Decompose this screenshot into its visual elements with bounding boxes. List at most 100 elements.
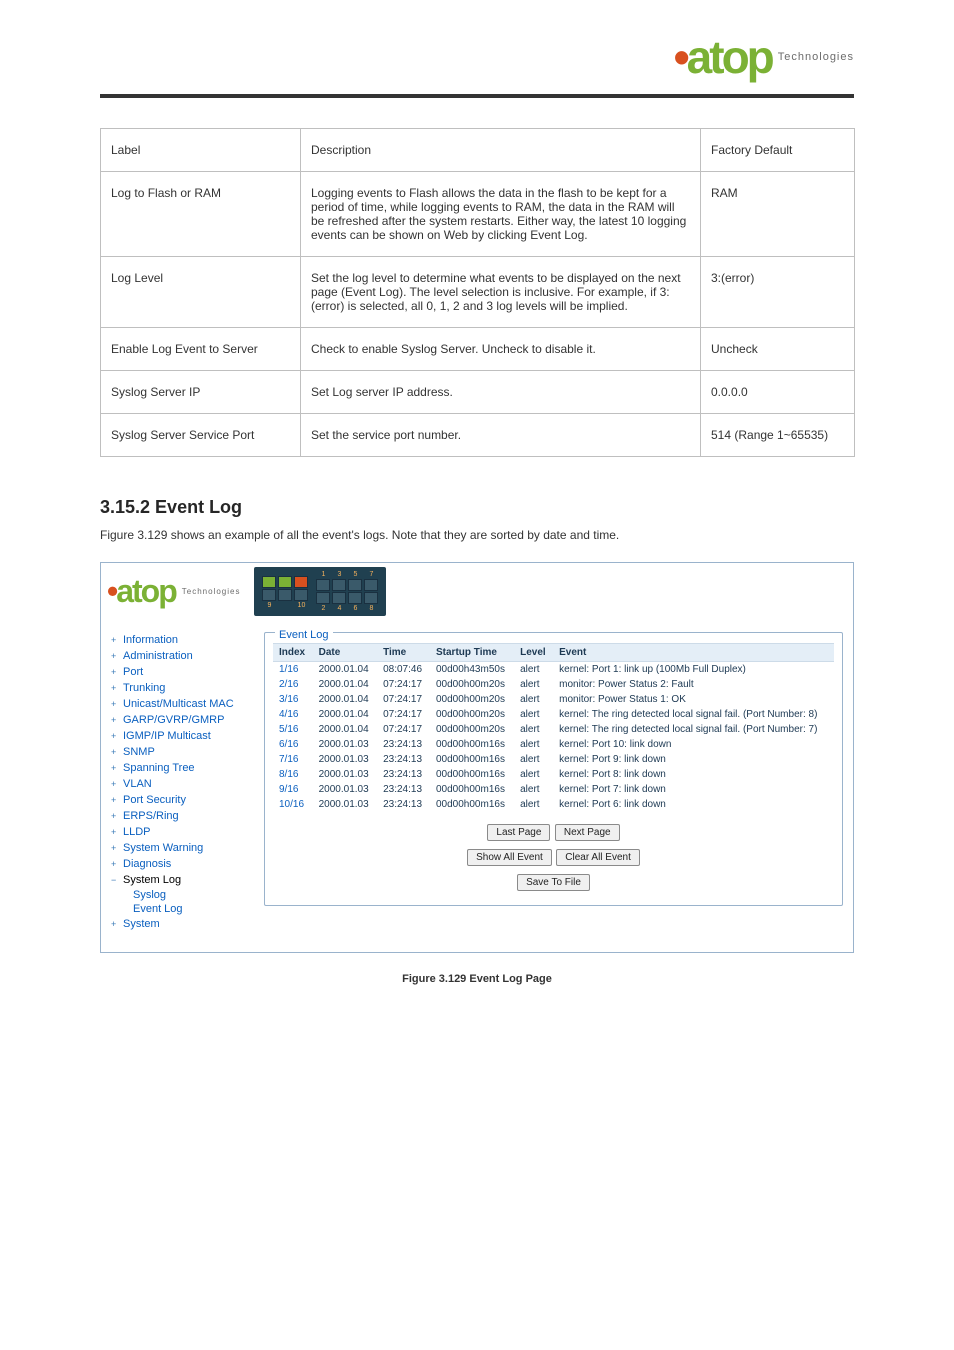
eventlog-cell: 23:24:13	[377, 767, 430, 782]
expand-icon	[111, 699, 119, 709]
sidebar-item-system[interactable]: System	[111, 916, 250, 932]
sidebar-item-label: LLDP	[123, 826, 151, 838]
expand-icon	[111, 651, 119, 661]
eventlog-row: 2/162000.01.0407:24:1700d00h00m20salertm…	[273, 677, 834, 692]
eventlog-header-cell: Event	[553, 644, 834, 662]
sidebar-item-label: VLAN	[123, 778, 152, 790]
eventlog-cell: kernel: Port 7: link down	[553, 782, 834, 797]
spec-cell: 0.0.0.0	[701, 371, 855, 414]
sidebar-item-trunking[interactable]: Trunking	[111, 680, 250, 696]
eventlog-header-cell: Index	[273, 644, 313, 662]
sidebar-item-port[interactable]: Port	[111, 664, 250, 680]
section-title: 3.15.2 Event Log	[100, 497, 854, 518]
sidebar-item-diagnosis[interactable]: Diagnosis	[111, 856, 250, 872]
eventlog-header-cell: Date	[313, 644, 377, 662]
sidebar-item-label: SNMP	[123, 746, 155, 758]
last-page-button[interactable]: Last Page	[487, 824, 550, 841]
sidebar-item-label: Diagnosis	[123, 858, 171, 870]
sidebar-item-label: Administration	[123, 650, 193, 662]
sidebar-item-system-log[interactable]: System Log	[111, 872, 250, 888]
expand-icon	[111, 919, 119, 929]
save-to-file-button[interactable]: Save To File	[517, 874, 590, 891]
eventlog-row: 9/162000.01.0323:24:1300d00h00m16salertk…	[273, 782, 834, 797]
eventlog-cell: monitor: Power Status 1: OK	[553, 692, 834, 707]
sidebar-item-igmp-ip-multicast[interactable]: IGMP/IP Multicast	[111, 728, 250, 744]
spec-cell: Check to enable Syslog Server. Uncheck t…	[301, 328, 701, 371]
spec-cell: 3:(error)	[701, 257, 855, 328]
spec-cell: Syslog Server Service Port	[101, 414, 301, 457]
expand-icon	[111, 763, 119, 773]
sidebar-item-erps-ring[interactable]: ERPS/Ring	[111, 808, 250, 824]
eventlog-row: 5/162000.01.0407:24:1700d00h00m20salertk…	[273, 722, 834, 737]
sidebar-item-snmp[interactable]: SNMP	[111, 744, 250, 760]
expand-icon	[111, 715, 119, 725]
sidebar-item-vlan[interactable]: VLAN	[111, 776, 250, 792]
spec-cell: 514 (Range 1~65535)	[701, 414, 855, 457]
eventlog-cell: 2000.01.04	[313, 662, 377, 678]
eventlog-cell: 2000.01.03	[313, 767, 377, 782]
port-indicator: 78	[364, 571, 378, 612]
eventlog-cell: 2000.01.03	[313, 797, 377, 812]
eventlog-cell: alert	[514, 767, 553, 782]
show-all-button[interactable]: Show All Event	[467, 849, 552, 866]
eventlog-cell: 6/16	[273, 737, 313, 752]
eventlog-cell: 23:24:13	[377, 782, 430, 797]
sidebar-subitem-event-log[interactable]: Event Log	[133, 902, 250, 916]
eventlog-cell: alert	[514, 692, 553, 707]
eventlog-row: 3/162000.01.0407:24:1700d00h00m20salertm…	[273, 692, 834, 707]
sidebar-item-port-security[interactable]: Port Security	[111, 792, 250, 808]
expand-icon	[111, 667, 119, 677]
eventlog-cell: 07:24:17	[377, 677, 430, 692]
eventlog-cell: alert	[514, 722, 553, 737]
expand-icon	[111, 859, 119, 869]
spec-cell: Uncheck	[701, 328, 855, 371]
spec-cell: Enable Log Event to Server	[101, 328, 301, 371]
eventlog-cell: kernel: Port 9: link down	[553, 752, 834, 767]
sidebar-item-garp-gvrp-gmrp[interactable]: GARP/GVRP/GMRP	[111, 712, 250, 728]
expand-icon	[111, 779, 119, 789]
sidebar-item-unicast-multicast-mac[interactable]: Unicast/Multicast MAC	[111, 696, 250, 712]
spec-cell: Syslog Server IP	[101, 371, 301, 414]
port-indicator: 12	[316, 571, 330, 612]
eventlog-cell: kernel: Port 10: link down	[553, 737, 834, 752]
eventlog-cell: 8/16	[273, 767, 313, 782]
port-indicator: 9	[262, 575, 276, 609]
eventlog-cell: 2000.01.03	[313, 752, 377, 767]
sidebar-subitem-syslog[interactable]: Syslog	[133, 888, 250, 902]
sidebar-item-administration[interactable]: Administration	[111, 648, 250, 664]
eventlog-cell: alert	[514, 662, 553, 678]
clear-all-button[interactable]: Clear All Event	[556, 849, 640, 866]
eventlog-header-cell: Time	[377, 644, 430, 662]
eventlog-row: 8/162000.01.0323:24:1300d00h00m16salertk…	[273, 767, 834, 782]
sidebar-item-label: Information	[123, 634, 178, 646]
eventlog-row: 6/162000.01.0323:24:1300d00h00m16salertk…	[273, 737, 834, 752]
eventlog-cell: 07:24:17	[377, 692, 430, 707]
expand-icon	[111, 811, 119, 821]
sidebar-item-information[interactable]: Information	[111, 632, 250, 648]
eventlog-cell: 4/16	[273, 707, 313, 722]
sidebar-item-label: ERPS/Ring	[123, 810, 179, 822]
port-indicator: 56	[348, 571, 362, 612]
device-port-panel: 910 12345678	[254, 567, 386, 616]
section-desc: Figure 3.129 shows an example of all the…	[100, 526, 854, 544]
figure-caption: Figure 3.129 Event Log Page	[100, 973, 854, 985]
sidebar-item-lldp[interactable]: LLDP	[111, 824, 250, 840]
sidebar-item-label: Port	[123, 666, 143, 678]
logo-mark: •atop	[674, 30, 772, 84]
sidebar-item-spanning-tree[interactable]: Spanning Tree	[111, 760, 250, 776]
expand-icon	[111, 747, 119, 757]
spec-cell: Logging events to Flash allows the data …	[301, 172, 701, 257]
eventlog-cell: alert	[514, 752, 553, 767]
eventlog-cell: 07:24:17	[377, 707, 430, 722]
spec-cell: Set Log server IP address.	[301, 371, 701, 414]
spec-cell: Set the service port number.	[301, 414, 701, 457]
sidebar-item-system-warning[interactable]: System Warning	[111, 840, 250, 856]
eventlog-cell: 07:24:17	[377, 722, 430, 737]
expand-icon	[111, 827, 119, 837]
eventlog-cell: 00d00h00m16s	[430, 797, 514, 812]
next-page-button[interactable]: Next Page	[555, 824, 620, 841]
sidebar-nav: Information Administration Port TrunkingUni…	[101, 620, 256, 952]
eventlog-cell: 2/16	[273, 677, 313, 692]
page-header: •atop Technologies	[0, 0, 954, 94]
eventlog-row: 4/162000.01.0407:24:1700d00h00m20salertk…	[273, 707, 834, 722]
